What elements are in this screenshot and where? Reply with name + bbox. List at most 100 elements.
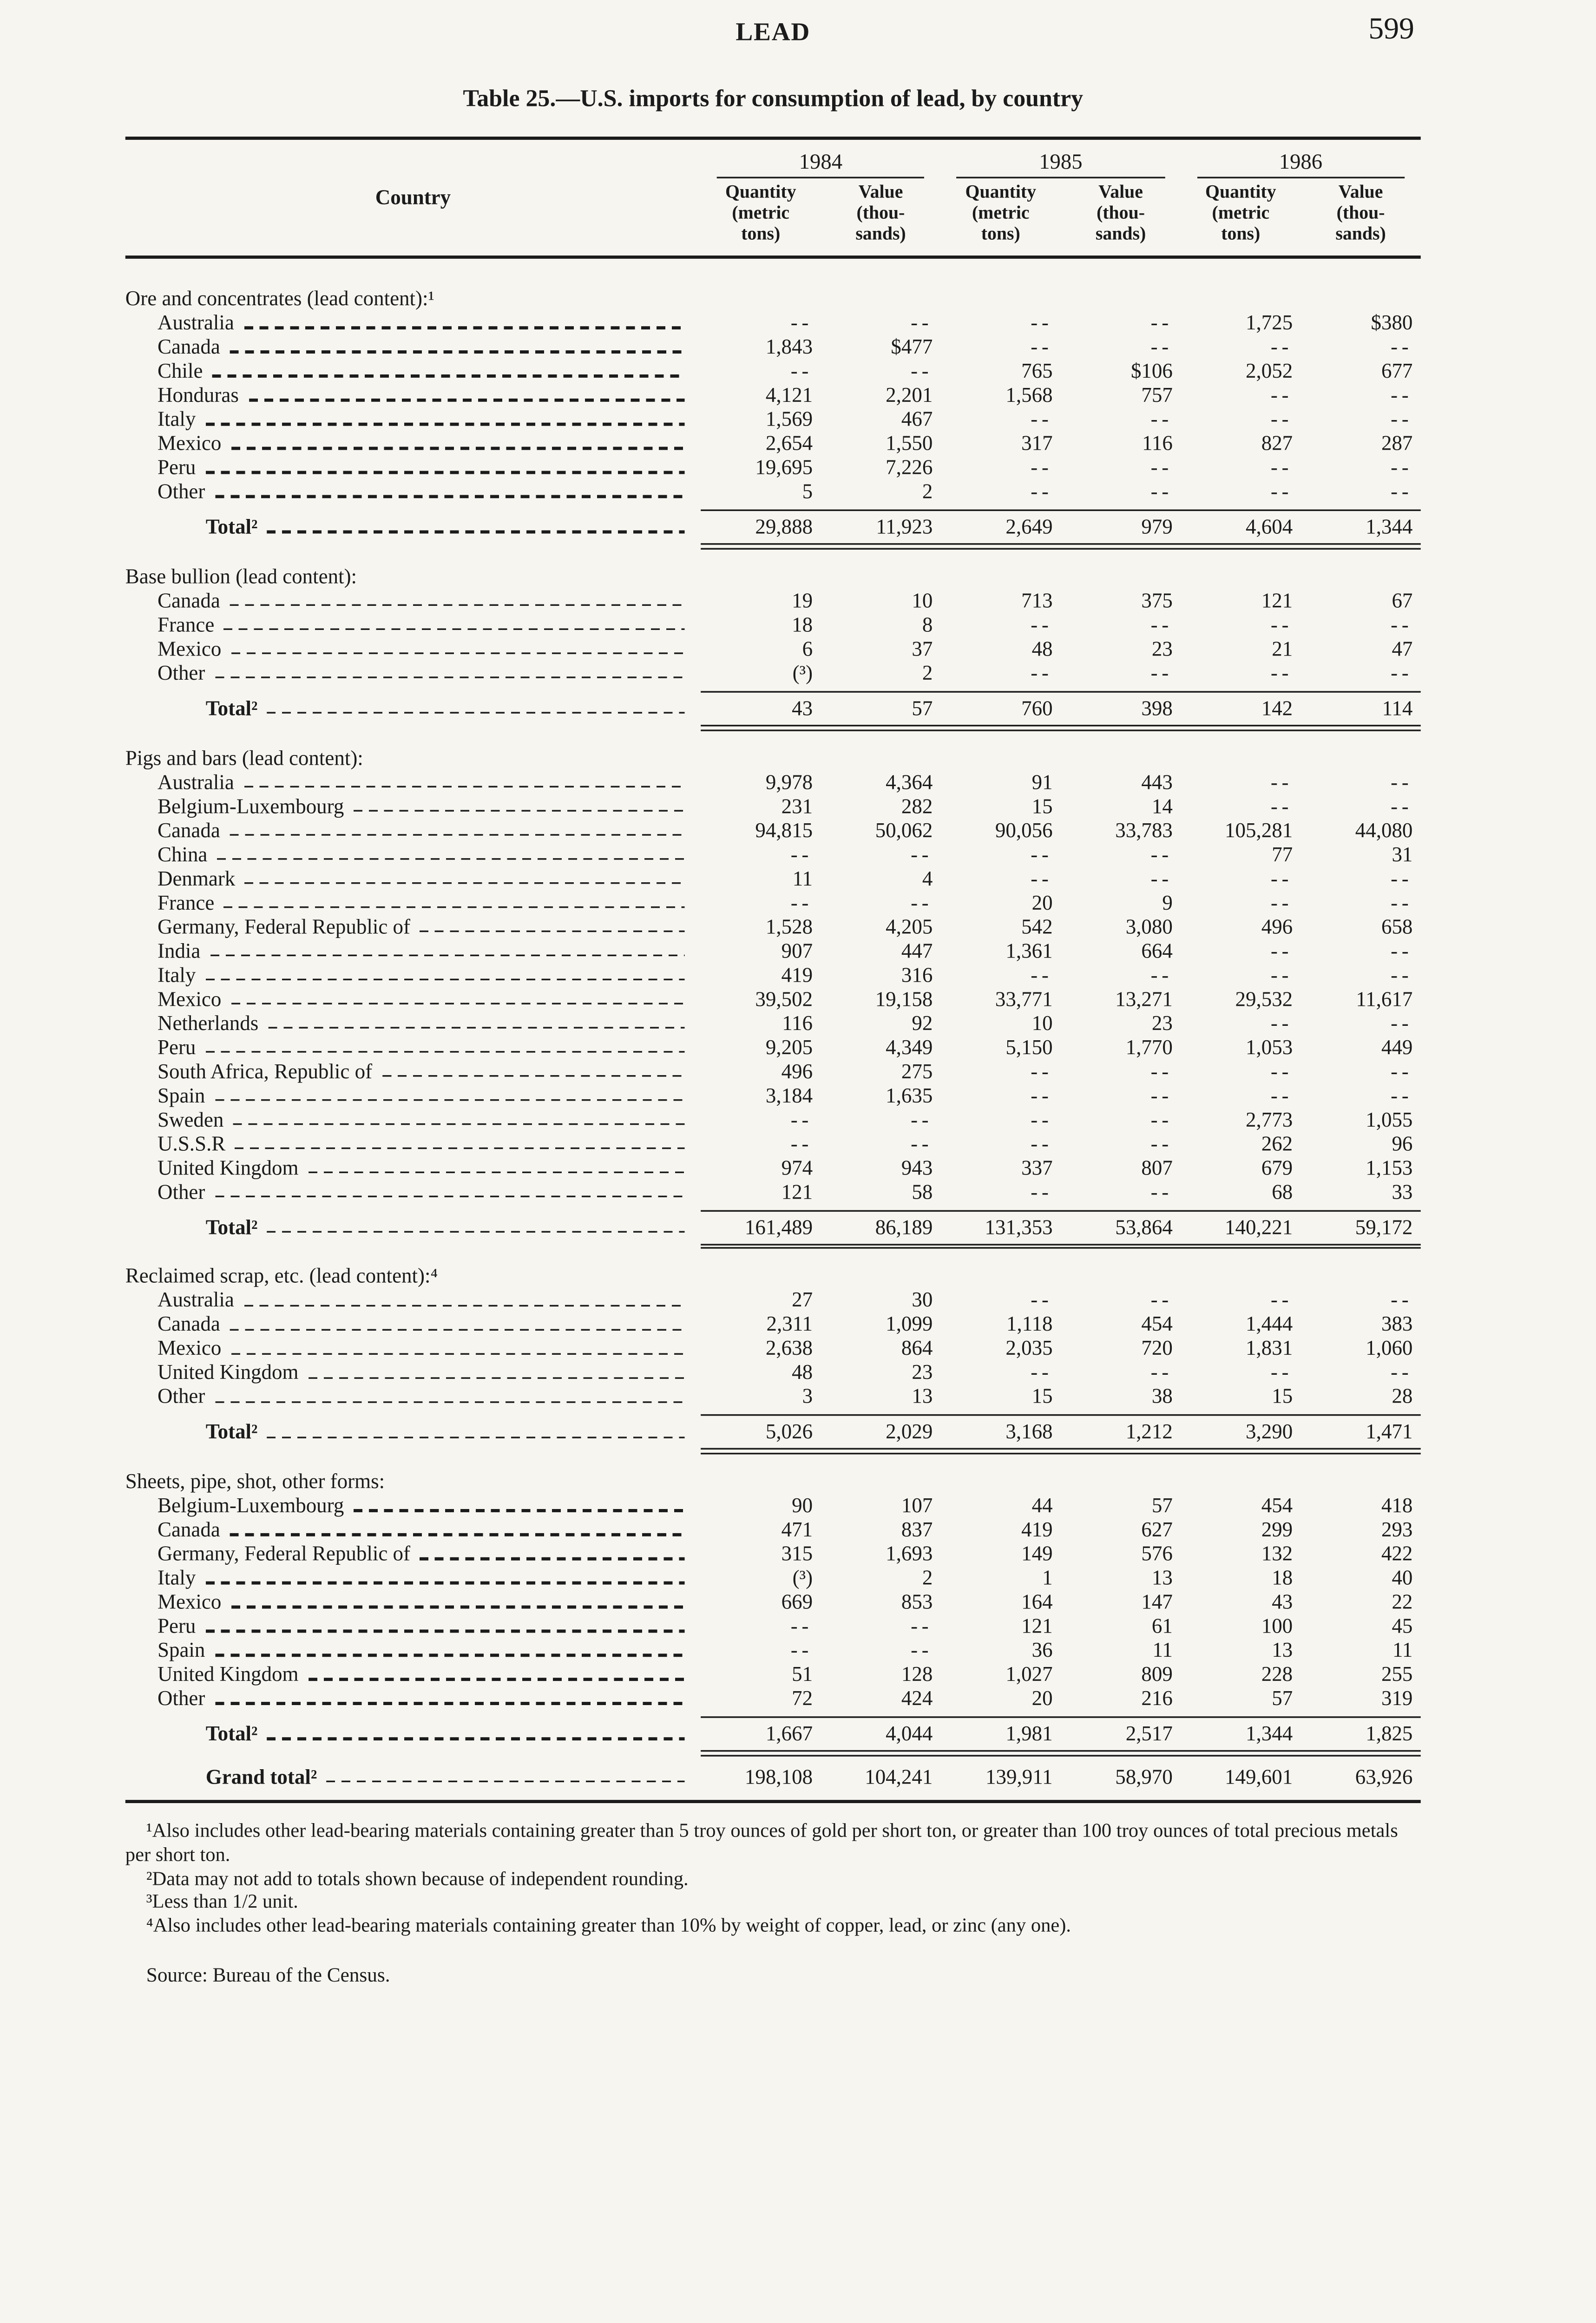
value-cell: 1,831: [1245, 1336, 1293, 1360]
value-cell: --: [1270, 962, 1293, 986]
dash-leader: [215, 1702, 685, 1705]
subheader-row: Quantity (metric tons) Value (thou-sands): [701, 183, 941, 246]
value-cell: 92: [912, 1010, 933, 1035]
subheader-line: sands): [855, 225, 906, 244]
country-label: Spain: [157, 1638, 205, 1662]
value-cell: 1,981: [1005, 1721, 1053, 1746]
value-cell: 317: [1021, 431, 1053, 455]
value-cell: 21: [1272, 636, 1293, 660]
country-label: Australia: [157, 310, 234, 335]
value-cell: 2,654: [765, 431, 813, 455]
footnote: ⁴Also includes other lead-bearing materi…: [146, 1914, 1071, 1937]
value-cell: 424: [901, 1686, 933, 1711]
table-top-rule: [125, 137, 1421, 140]
value-cell: 57: [1151, 1493, 1173, 1517]
value-cell: --: [790, 889, 813, 914]
value-cell: 1,055: [1366, 1106, 1413, 1131]
value-cell: --: [1031, 310, 1053, 335]
subheader-line: tons): [981, 225, 1020, 244]
value-cell: 161,489: [744, 1214, 813, 1239]
value-cell: 1,725: [1245, 310, 1293, 335]
value-cell: --: [1150, 660, 1173, 684]
value-cell: --: [1031, 1058, 1053, 1083]
country-cell: China: [125, 841, 701, 866]
value-cell: --: [1031, 479, 1053, 503]
value-cell: 1,843: [765, 334, 813, 359]
value-cell: 1,361: [1005, 938, 1053, 962]
dash-leader: [224, 628, 685, 630]
country-cell: Italy: [125, 407, 701, 431]
dash-leader: [224, 906, 685, 908]
subheader-row: Quantity (metric tons) Value (thou-sands): [1181, 183, 1421, 246]
value-cell: 90,056: [995, 817, 1053, 842]
value-cell: 10: [912, 588, 933, 612]
value-cell: --: [1270, 1058, 1293, 1083]
country-cell: Mexico: [125, 1336, 701, 1360]
value-cell: 57: [1272, 1686, 1293, 1711]
total-rule-line: [701, 1415, 1421, 1417]
value-cell: 13,271: [1115, 986, 1173, 1011]
country-cell: Total²: [125, 696, 701, 720]
value-cell: 713: [1021, 588, 1053, 612]
dash-leader: [205, 1630, 685, 1633]
value-cell: --: [1391, 612, 1413, 637]
value-cell: --: [1391, 938, 1413, 962]
footnote: ¹Also includes other lead-bearing materi…: [125, 1819, 1398, 1866]
country-cell: Canada: [125, 1517, 701, 1542]
table-row: Canada 19 10 713 375 121 67: [125, 588, 1421, 612]
value-cell: 3,184: [765, 1082, 813, 1107]
value-cell: 282: [901, 793, 933, 818]
value-cell: 48: [792, 1360, 813, 1385]
dash-leader: [231, 1002, 685, 1005]
value-cell: 13: [1151, 1565, 1173, 1590]
dash-leader: [217, 858, 685, 860]
table-row: Spain 3,184 1,635 -- -- -- --: [125, 1083, 1421, 1107]
value-cell: 29,888: [755, 514, 813, 538]
country-label: Other: [157, 1179, 205, 1203]
value-cell: --: [1270, 889, 1293, 914]
value-cell: 319: [1381, 1686, 1413, 1711]
value-cell: 5,026: [765, 1419, 813, 1444]
country-label: Other: [157, 1686, 205, 1711]
value-cell: 4: [922, 865, 933, 890]
value-cell: 68: [1272, 1179, 1293, 1203]
table-row: Belgium-Luxembourg 90 107 44 57 454 418: [125, 1493, 1421, 1517]
country-label: Australia: [157, 769, 234, 794]
value-cell: 1,153: [1366, 1155, 1413, 1179]
value-cell: --: [1391, 334, 1413, 359]
table-row: Canada 471 837 419 627 299 293: [125, 1517, 1421, 1542]
value-cell: 496: [1261, 913, 1293, 938]
value-cell: 44,080: [1355, 817, 1413, 842]
subheader-line: (metric: [732, 204, 790, 223]
value-cell: 36: [1031, 1638, 1053, 1662]
subheader-line: sands): [1095, 225, 1146, 244]
country-cell: Spain: [125, 1638, 701, 1662]
value-cell: 116: [782, 1010, 813, 1035]
subheader-line: (thou-: [856, 204, 905, 223]
dash-leader: [215, 1195, 685, 1198]
value-cell: 2,052: [1245, 358, 1293, 383]
country-label: Italy: [157, 407, 196, 431]
country-cell: United Kingdom: [125, 1360, 701, 1385]
value-cell: --: [1150, 454, 1173, 479]
value-cell: 147: [1141, 1589, 1173, 1614]
footnote: ²Data may not add to totals shown becaus…: [146, 1866, 689, 1890]
country-label: Canada: [157, 817, 220, 842]
table-row: United Kingdom 51 128 1,027 809 228 255: [125, 1662, 1421, 1686]
value-cell: 121: [1021, 1614, 1053, 1638]
value-cell: 907: [781, 938, 813, 962]
table-row: Italy (³) 2 1 13 18 40: [125, 1566, 1421, 1590]
country-label: Canada: [157, 588, 220, 612]
value-cell: 316: [901, 962, 933, 986]
value-cell: 11,923: [876, 514, 933, 538]
value-cell: 1,550: [886, 431, 933, 455]
value-cell: 1,568: [1005, 382, 1053, 407]
country-cell: Total²: [125, 514, 701, 538]
country-cell: India: [125, 938, 701, 962]
section-title: Reclaimed scrap, etc. (lead content):⁴: [125, 1264, 438, 1288]
subheader-line: Quantity: [1205, 183, 1276, 203]
value-cell: 943: [901, 1155, 933, 1179]
country-cell: Sweden: [125, 1107, 701, 1131]
country-label: Germany, Federal Republic of: [157, 1541, 411, 1566]
quantity-column-header: Quantity (metric tons): [1181, 183, 1300, 246]
